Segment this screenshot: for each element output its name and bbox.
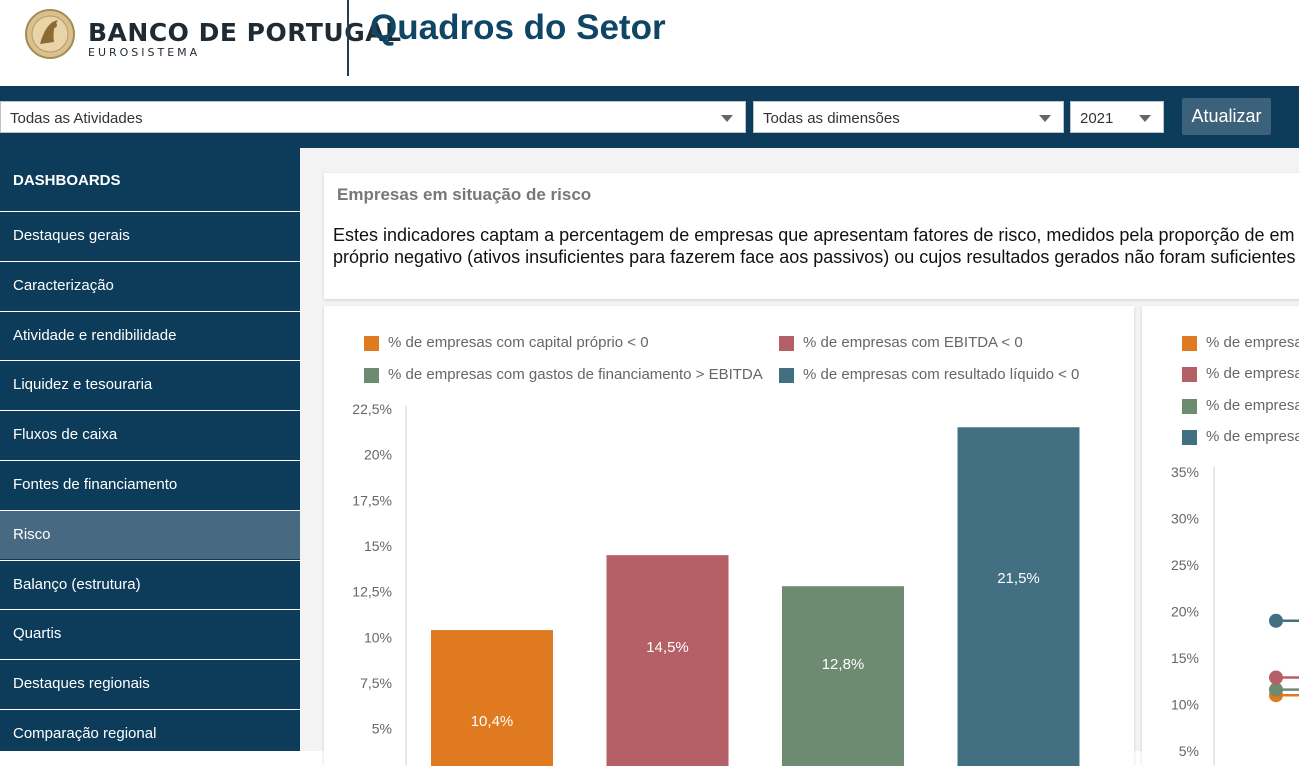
sidebar-item-risco[interactable]: Risco (0, 509, 300, 559)
bar-value-label: 12,8% (822, 656, 865, 673)
legend-swatch (364, 368, 379, 383)
card-description-line: próprio negativo (ativos insuficientes p… (333, 247, 1296, 267)
filter-bar: Todas as Atividades Todas as dimensões 2… (0, 86, 1299, 148)
activity-select[interactable]: Todas as Atividades (0, 101, 746, 133)
sidebar-item-label: Destaques gerais (13, 227, 130, 244)
update-button[interactable]: Atualizar (1182, 98, 1271, 135)
card-title: Empresas em situação de risco (337, 185, 592, 204)
legend-swatch (779, 336, 794, 351)
header-divider (347, 0, 349, 76)
line-chart-card: % de empresa % de empresa % de empresa % de… (1142, 306, 1299, 766)
y-tick-label: 20% (1171, 604, 1199, 620)
legend-label: % de empresa (1206, 427, 1299, 445)
bar-value-label: 14,5% (646, 639, 689, 656)
bar (606, 555, 729, 766)
sidebar-item-label: Fontes de financiamento (13, 476, 178, 493)
main-content: Empresas em situação de risco Estes indi… (300, 148, 1299, 766)
sidebar-item-fontes-de-financiamento[interactable]: Fontes de financiamento (0, 460, 300, 509)
data-point (1269, 613, 1283, 628)
sidebar-item-label: Caracterização (13, 276, 114, 294)
sidebar-item-label: Destaques regionais (13, 675, 150, 693)
year-select[interactable]: 2021 (1070, 101, 1164, 133)
dimension-select-value: Todas as dimensões (763, 110, 900, 127)
legend-label: % de empresas com capital próprio < 0 (388, 334, 649, 351)
y-tick-label: 20% (364, 447, 392, 463)
page-title: Quadros do Setor (370, 8, 666, 47)
sidebar-item-label: Balanço (estrutura) (13, 575, 141, 593)
bank-logo[interactable]: BANCO DE PORTUGAL EUROSISTEMA (24, 8, 401, 64)
chevron-down-icon (1039, 115, 1051, 122)
bar-value-label: 10,4% (471, 713, 514, 730)
sidebar-item-label: Comparação regional (13, 725, 157, 742)
legend-label: % de empresas com gastos de financiament… (388, 366, 763, 383)
y-tick-label: 25% (1171, 557, 1199, 573)
bank-name: BANCO DE PORTUGAL (88, 18, 402, 47)
sidebar-item-label: Atividade e rendibilidade (13, 326, 177, 344)
sidebar-item-label: Quartis (13, 625, 62, 643)
activity-select-value: Todas as Atividades (10, 110, 143, 127)
chevron-down-icon (1139, 115, 1151, 122)
sidebar-item-label: Liquidez e tesouraria (13, 376, 153, 394)
year-select-value: 2021 (1080, 110, 1114, 127)
line-chart: 5% 10% 15% 20% 25% 30% 35% (1171, 464, 1299, 766)
y-tick-label: 12,5% (352, 584, 392, 600)
sidebar-item-quartis[interactable]: Quartis (0, 609, 300, 658)
data-point (1269, 682, 1283, 697)
bank-seal-icon (25, 9, 75, 59)
legend-swatch (1182, 367, 1197, 383)
legend-label: % de empresa (1206, 334, 1299, 351)
bar-chart: 5% 7,5% 10% 12,5% 15% 17,5% 20% 22,5% 10,4% 14,5%… (352, 401, 1080, 766)
y-tick-label: 35% (1171, 464, 1199, 480)
legend-label: % de empresas com EBITDA < 0 (803, 334, 1023, 351)
sidebar-item-atividade-e-rendibilidade[interactable]: Atividade e rendibilidade (0, 310, 300, 360)
legend-swatch (1182, 398, 1197, 414)
sidebar-heading: DASHBOARDS (13, 172, 121, 189)
sidebar-item-balanco-estrutura[interactable]: Balanço (estrutura) (0, 559, 300, 609)
dimension-select[interactable]: Todas as dimensões (753, 101, 1064, 133)
y-tick-label: 30% (1171, 511, 1199, 527)
legend-label: % de empresa (1206, 365, 1299, 383)
sidebar-item-destaques-gerais[interactable]: Destaques gerais (0, 211, 300, 260)
sidebar-item-comparacao-regional[interactable]: Comparação regional (0, 709, 300, 758)
y-tick-label: 22,5% (352, 401, 392, 417)
legend-swatch (364, 336, 379, 351)
bar (782, 586, 904, 766)
legend-label: % de empresa (1206, 396, 1299, 414)
y-tick-label: 15% (364, 538, 392, 554)
legend-swatch (1182, 429, 1197, 445)
sidebar-item-label: Fluxos de caixa (13, 426, 118, 444)
legend-swatch (1182, 336, 1197, 351)
bar (431, 630, 553, 766)
sidebar-item-destaques-regionais[interactable]: Destaques regionais (0, 659, 300, 708)
sidebar: DASHBOARDS Destaques gerais Caracterizaçã… (0, 148, 300, 751)
bar-chart-card: % de empresas com capital próprio < 0 % d… (324, 306, 1134, 766)
y-tick-label: 15% (1171, 650, 1199, 666)
y-tick-label: 5% (1179, 743, 1199, 759)
bank-subtitle: EUROSISTEMA (88, 46, 201, 59)
chevron-down-icon (721, 115, 733, 122)
card-description-line: Estes indicadores captam a percentagem d… (333, 225, 1295, 245)
y-tick-label: 7,5% (360, 675, 392, 691)
y-tick-label: 10% (1171, 697, 1199, 713)
risk-info-card: Empresas em situação de risco Estes indi… (324, 173, 1299, 299)
y-tick-label: 17,5% (352, 492, 392, 508)
sidebar-item-label: Risco (13, 525, 51, 543)
legend-label: % de empresas com resultado líquido < 0 (803, 366, 1080, 383)
legend-swatch (779, 368, 794, 383)
y-tick-label: 5% (372, 721, 392, 737)
bar (957, 427, 1080, 766)
app-header: BANCO DE PORTUGAL EUROSISTEMA Quadros do… (0, 0, 1299, 86)
sidebar-item-caracterizacao[interactable]: Caracterização (0, 260, 300, 310)
bar-value-label: 21,5% (997, 570, 1040, 587)
sidebar-item-fluxos-de-caixa[interactable]: Fluxos de caixa (0, 410, 300, 459)
data-point (1269, 670, 1283, 685)
y-tick-label: 10% (364, 629, 392, 645)
sidebar-item-liquidez-e-tesouraria[interactable]: Liquidez e tesouraria (0, 360, 300, 409)
